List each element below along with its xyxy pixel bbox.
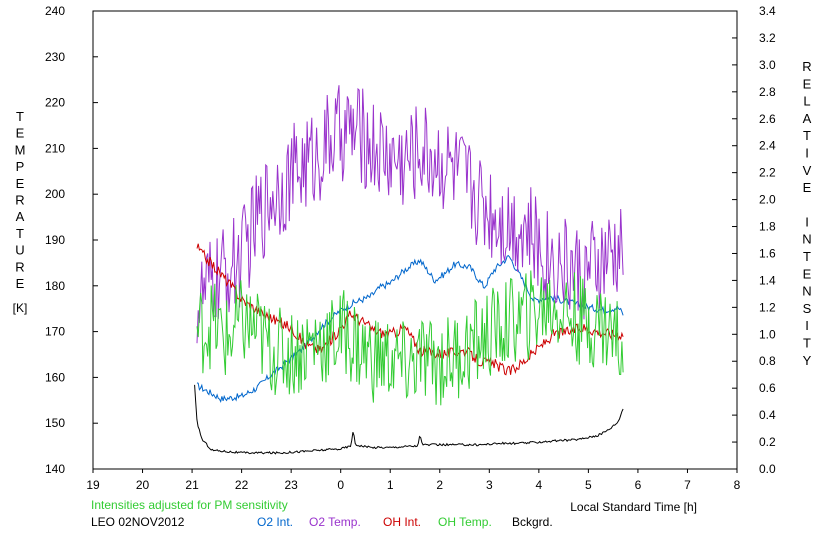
- legend-item: OH Int.: [383, 515, 421, 529]
- series-line-bckgrd: [194, 384, 624, 455]
- left-axis-letter: M: [15, 142, 26, 157]
- left-tick-label: 190: [45, 233, 65, 247]
- left-tick-label: 210: [45, 141, 65, 155]
- left-axis-letter: E: [16, 126, 25, 141]
- x-tick-label: 4: [536, 478, 543, 492]
- right-axis-letter: S: [803, 301, 812, 316]
- series-layer: [194, 85, 624, 455]
- series-line-oh-temp: [196, 270, 624, 406]
- series-line-o2-temp: [196, 85, 624, 344]
- left-axis-letter: R: [15, 259, 24, 274]
- right-tick-label: 1.6: [759, 246, 776, 260]
- right-tick-label: 0.0: [759, 462, 776, 476]
- left-tick-label: 170: [45, 325, 65, 339]
- right-axis-letter: E: [803, 266, 812, 281]
- right-axis-letter: N: [802, 232, 811, 247]
- legend-item: O2 Temp.: [309, 515, 361, 529]
- right-tick-label: 0.4: [759, 408, 776, 422]
- left-tick-label: 180: [45, 279, 65, 293]
- right-axis-letter: I: [805, 214, 809, 229]
- left-tick-label: 200: [45, 187, 65, 201]
- left-tick-label: 240: [45, 4, 65, 18]
- station-date: LEO 02NOV2012: [91, 515, 185, 529]
- x-tick-label: 8: [734, 478, 741, 492]
- left-axis-letter: E: [16, 276, 25, 291]
- series-line-o2-int: [196, 254, 624, 403]
- right-tick-label: 3.0: [759, 58, 776, 72]
- right-tick-label: 2.6: [759, 112, 776, 126]
- right-tick-label: 1.8: [759, 220, 776, 234]
- x-tick-label: 1: [387, 478, 394, 492]
- right-tick-label: 2.8: [759, 85, 776, 99]
- left-axis-unit: [K]: [13, 301, 28, 315]
- left-axis-letter: R: [15, 193, 24, 208]
- right-tick-label: 1.4: [759, 273, 776, 287]
- left-axis-letter: A: [16, 209, 25, 224]
- x-tick-label: 19: [86, 478, 100, 492]
- plot-frame: [92, 10, 738, 470]
- legend-item: Bckgrd.: [512, 515, 553, 529]
- x-tick-label: 2: [436, 478, 443, 492]
- right-axis-letter: E: [803, 76, 812, 91]
- right-tick-label: 2.2: [759, 166, 776, 180]
- right-axis-letter: V: [803, 163, 812, 178]
- x-tick-label: 23: [284, 478, 298, 492]
- x-tick-label: 3: [486, 478, 493, 492]
- x-tick-label: 5: [585, 478, 592, 492]
- x-axis-label: Local Standard Time [h]: [570, 500, 697, 514]
- legend-item: O2 Int.: [257, 515, 293, 529]
- x-axis: 19 20 21 22 23 0 1 2 3 4 5 6 7 8: [86, 469, 741, 492]
- x-tick-label: 22: [235, 478, 249, 492]
- left-tick-label: 220: [45, 96, 65, 110]
- legend-item: OH Temp.: [438, 515, 492, 529]
- left-tick-label: 160: [45, 370, 65, 384]
- note-text: Intensities adjusted for PM sensitivity: [91, 498, 288, 512]
- right-tick-label: 0.8: [759, 354, 776, 368]
- left-axis: 140 150 160 170 180 190 200 210 220 230 240: [45, 4, 98, 476]
- right-axis: 0.0 0.2 0.4 0.6 0.8 1.0 1.2 1.4 1.6 1.8 2.0 2.2 2.4 2…: [732, 4, 776, 476]
- x-tick-label: 20: [136, 478, 150, 492]
- right-axis-letter: Y: [803, 353, 812, 368]
- legend: O2 Int. O2 Temp. OH Int. OH Temp. Bckgrd.: [257, 515, 553, 529]
- right-tick-label: 3.2: [759, 31, 776, 45]
- right-axis-letter: L: [803, 94, 810, 109]
- right-tick-label: 1.2: [759, 300, 776, 314]
- x-tick-label: 21: [185, 478, 199, 492]
- left-tick-label: 230: [45, 50, 65, 64]
- right-axis-letter: T: [803, 249, 811, 264]
- right-tick-label: 2.0: [759, 193, 776, 207]
- right-axis-letter: E: [803, 180, 812, 195]
- right-axis-letter: R: [802, 59, 811, 74]
- left-axis-letter: P: [16, 159, 25, 174]
- right-axis-letter: I: [805, 146, 809, 161]
- right-tick-label: 1.0: [759, 327, 776, 341]
- right-axis-letter: T: [803, 336, 811, 351]
- x-tick-label: 6: [635, 478, 642, 492]
- right-axis-letter: I: [805, 318, 809, 333]
- left-axis-letter: E: [16, 176, 25, 191]
- left-tick-label: 140: [45, 462, 65, 476]
- left-axis-letter: T: [16, 109, 24, 124]
- right-axis-letter: T: [803, 128, 811, 143]
- x-tick-label: 0: [337, 478, 344, 492]
- right-axis-letter: A: [803, 111, 812, 126]
- x-tick-label: 7: [684, 478, 691, 492]
- right-tick-label: 2.4: [759, 139, 776, 153]
- right-tick-label: 0.2: [759, 435, 776, 449]
- right-axis-letter: N: [802, 284, 811, 299]
- right-tick-label: 0.6: [759, 381, 776, 395]
- left-tick-label: 150: [45, 416, 65, 430]
- right-tick-label: 3.4: [759, 4, 776, 18]
- left-axis-letter: U: [15, 243, 24, 258]
- left-axis-letter: T: [16, 226, 24, 241]
